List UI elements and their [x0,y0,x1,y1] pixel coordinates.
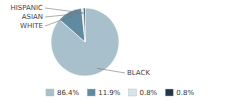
leader-line [97,68,125,73]
legend: 86.4% 11.9% 0.8% 0.8% [46,89,194,97]
legend-swatch [87,89,95,96]
legend-swatch [165,89,173,96]
legend-item: 0.8% [165,89,194,97]
pie [51,8,119,76]
legend-swatch [128,89,136,96]
leader-line [45,16,72,26]
slice-label: HISPANIC [10,4,43,12]
slice-label: WHITE [20,22,43,30]
annotations: HISPANICASIANWHITE BLACK [10,4,150,77]
legend-item: 86.4% [46,89,80,97]
legend-label: 0.8% [139,89,157,97]
legend-item: 0.8% [128,89,157,97]
legend-swatch [46,89,54,96]
pie-slice [51,8,119,76]
legend-label: 11.9% [98,89,121,97]
leader-line [45,8,84,13]
slice-label: ASIAN [22,13,43,21]
legend-label: 86.4% [57,89,80,97]
slice-label: BLACK [127,69,150,77]
chart: HISPANICASIANWHITE BLACK 86.4% 11.9% 0.8% 0.8… [0,0,240,100]
leader-line [45,13,83,17]
legend-label: 0.8% [176,89,194,97]
legend-item: 11.9% [87,89,121,97]
